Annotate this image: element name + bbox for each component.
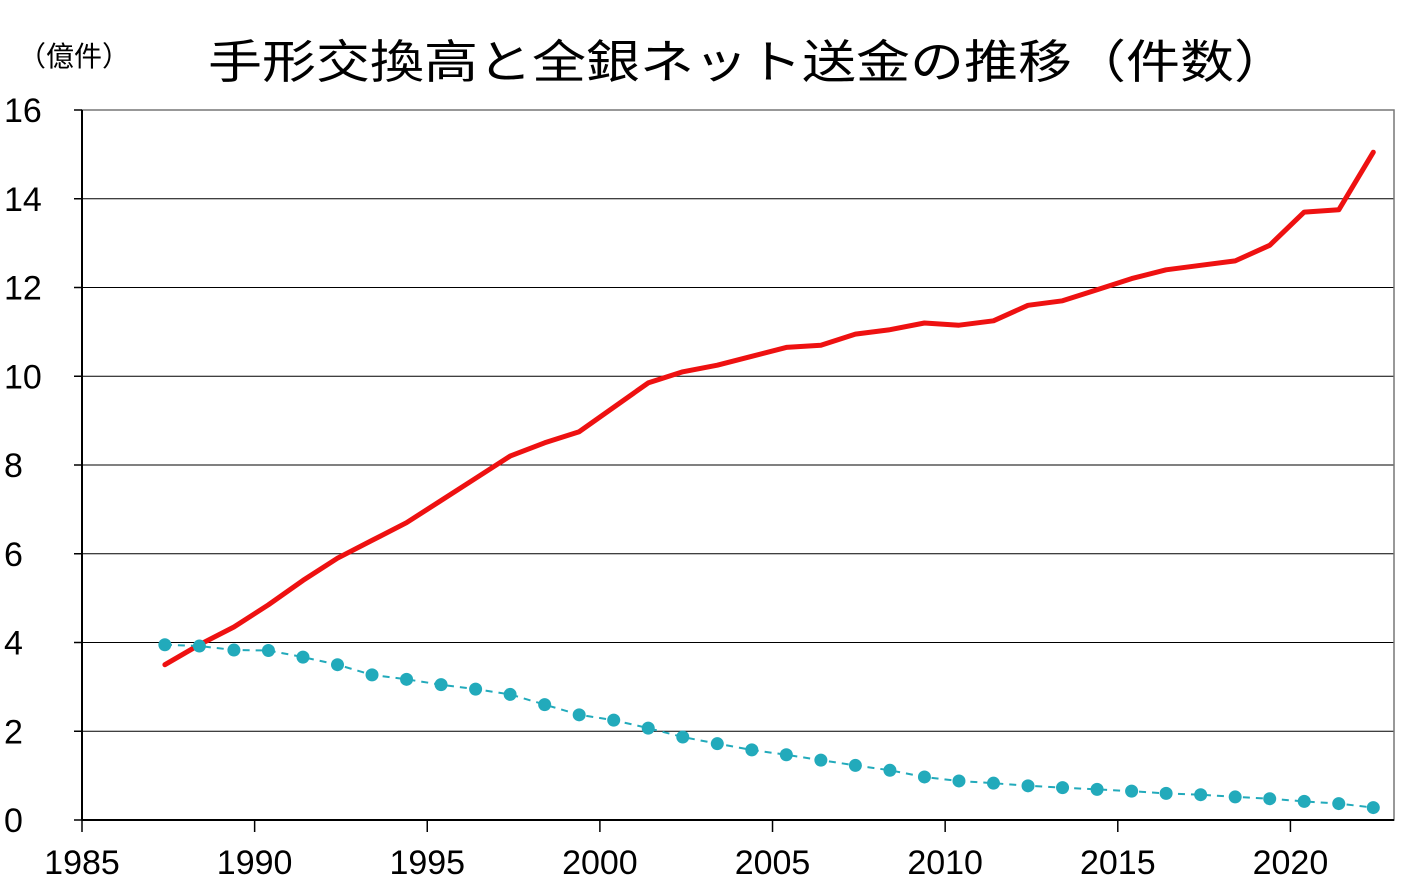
series-1-point [1021, 779, 1035, 793]
x-tick-label: 1985 [44, 844, 120, 882]
series-1-point [745, 743, 759, 757]
series-1-point [952, 774, 966, 788]
y-tick-label: 8 [4, 447, 23, 485]
series-1-point [1332, 797, 1346, 811]
series-1-point [848, 758, 862, 772]
series-1-point [641, 721, 655, 735]
x-tick-label: 1995 [389, 844, 465, 882]
series-1-point [676, 730, 690, 744]
series-1-point [538, 698, 552, 712]
series-1-point [434, 678, 448, 692]
series-1-point [1159, 786, 1173, 800]
series-1-point [1090, 782, 1104, 796]
y-tick-label: 6 [4, 536, 23, 574]
y-unit-label: （億件） [18, 40, 130, 73]
series-1-point [296, 650, 310, 664]
y-tick-label: 2 [4, 713, 23, 751]
y-tick-label: 4 [4, 625, 23, 663]
series-0-line [162, 149, 1376, 668]
series-1-point [572, 708, 586, 722]
series-1-line [164, 643, 1374, 809]
series-1-point [1263, 792, 1277, 806]
series-1-point [469, 682, 483, 696]
x-tick-label: 2015 [1080, 844, 1156, 882]
series-1-point [710, 737, 724, 751]
y-tick-label: 14 [4, 181, 42, 219]
chart-title: 手形交換高と全銀ネット送金の推移（件数） [208, 35, 1288, 89]
series-1-point [883, 763, 897, 777]
x-tick-label: 2020 [1253, 844, 1329, 882]
y-tick-label: 0 [4, 802, 23, 840]
y-tick-label: 16 [4, 92, 42, 130]
series-1-point [365, 668, 379, 682]
x-tick-label: 2010 [907, 844, 983, 882]
x-tick-label: 1990 [217, 844, 293, 882]
gridlines [82, 198, 1394, 732]
series-1-point [1194, 788, 1208, 802]
series-1-point [400, 672, 414, 686]
series-1-point [158, 638, 172, 652]
series-1-point [330, 658, 344, 672]
series-1-point [1366, 801, 1380, 815]
series-1-point [607, 713, 621, 727]
series-1-point [1056, 781, 1070, 795]
series-1-point [227, 643, 241, 657]
series-1-point [779, 748, 793, 762]
series-1-point [917, 770, 931, 784]
y-tick-label: 12 [4, 270, 42, 308]
series-1-point [986, 776, 1000, 790]
series-1-point [261, 643, 275, 657]
series-1-point [192, 639, 206, 653]
series-1-point [503, 687, 517, 701]
series-1-point [1297, 794, 1311, 808]
x-tick-label: 2005 [735, 844, 811, 882]
x-tick-label: 2000 [562, 844, 638, 882]
series-1-point [1125, 784, 1139, 798]
axes: 0 2 4 6 8 10 12 14 16 1985 1990 1995 2000 2005 2010 201… [4, 92, 1394, 882]
series-group [158, 149, 1380, 815]
y-tick-label: 10 [4, 358, 42, 396]
series-1-point [814, 753, 828, 767]
series-1-point [1228, 790, 1242, 804]
